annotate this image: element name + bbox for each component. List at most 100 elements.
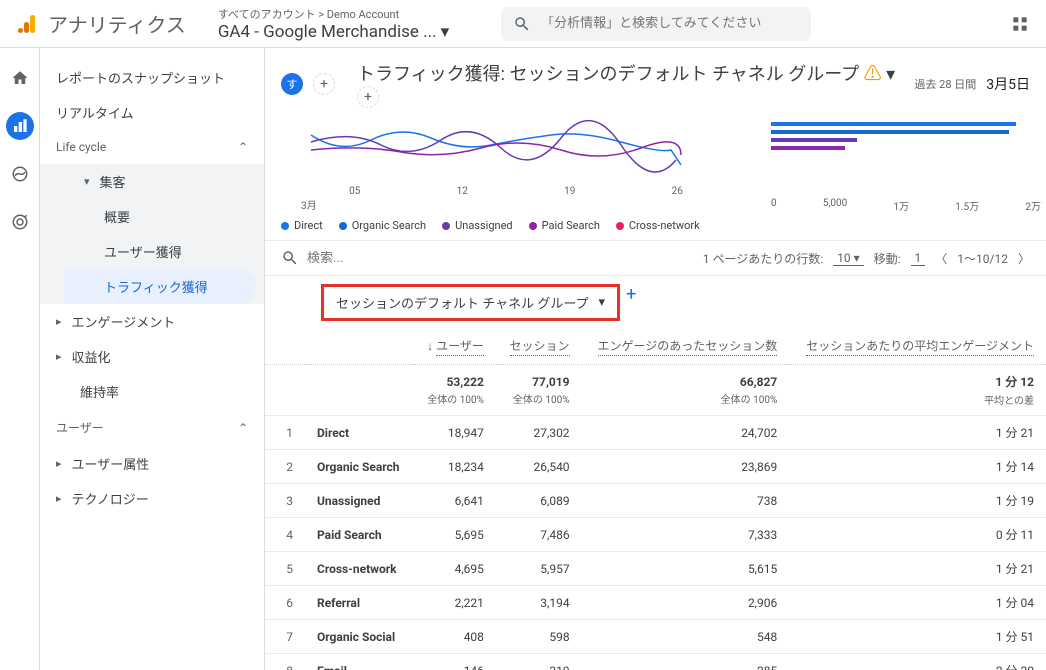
row-index: 3: [265, 484, 305, 518]
nav-home[interactable]: [6, 64, 34, 92]
col-sessions[interactable]: セッション: [496, 329, 582, 365]
chart-x-label: 3月: [281, 197, 741, 212]
row-engaged: 2,906: [582, 586, 790, 620]
global-search-input[interactable]: [541, 16, 799, 31]
chart-x-ticks: 05121926: [281, 184, 731, 197]
sidebar-snapshot[interactable]: レポートのスナップショット: [40, 60, 264, 95]
legend-item[interactable]: Unassigned: [442, 219, 513, 232]
nav-rail: [0, 48, 40, 670]
add-segment-button[interactable]: +: [313, 73, 335, 95]
sidebar-acquisition-group: ▾集客 概要 ユーザー獲得 トラフィック獲得: [40, 164, 264, 304]
legend-label: Organic Search: [352, 219, 426, 232]
sidebar-engagement[interactable]: ▸エンゲージメント: [40, 304, 264, 339]
add-dimension-button[interactable]: +: [626, 284, 636, 305]
row-c4: 1 分 14: [789, 450, 1046, 484]
col-users[interactable]: ↓ユーザー: [414, 329, 496, 365]
sidebar-user-acquisition[interactable]: ユーザー獲得: [64, 234, 264, 269]
sidebar-section-lifecycle[interactable]: Life cycle⌃: [40, 130, 264, 164]
product-logo[interactable]: アナリティクス: [16, 9, 186, 38]
warning-icon[interactable]: ⚠: [864, 64, 882, 85]
chart-area: 05121926 3月 05,0001万1.5万2万 Direct Organic…: [265, 120, 1046, 240]
sidebar-realtime[interactable]: リアルタイム: [40, 95, 264, 130]
add-comparison-button[interactable]: +: [357, 86, 379, 108]
bar-chart-ticks: 05,0001万1.5万2万: [771, 160, 1041, 213]
dropdown-caret-icon: ▾: [441, 22, 450, 42]
row-users: 2,221: [414, 586, 496, 620]
totals-row: 53,222全体の 100% 77,019全体の 100% 66,827全体の …: [265, 365, 1046, 416]
segment-badge[interactable]: す: [281, 73, 303, 95]
legend-item[interactable]: Paid Search: [529, 219, 600, 232]
goto-input[interactable]: 1: [911, 251, 926, 266]
row-engaged: 7,333: [582, 518, 790, 552]
legend-item[interactable]: Direct: [281, 219, 323, 232]
row-index: 1: [265, 416, 305, 450]
table-pager: 1 ページあたりの行数: 10 ▾ 移動: 1 〈 1～10/12 〉: [703, 250, 1030, 267]
row-index: 4: [265, 518, 305, 552]
caret-right-icon: ▸: [56, 457, 62, 470]
row-sessions: 26,540: [496, 450, 582, 484]
prev-page-button[interactable]: 〈: [935, 250, 947, 267]
legend-label: Paid Search: [542, 219, 600, 232]
next-page-button[interactable]: 〉: [1018, 250, 1030, 267]
table-row[interactable]: 3Unassigned6,6416,0897381 分 19: [265, 484, 1046, 518]
chevron-up-icon: ⌃: [238, 421, 248, 435]
dimension-selector[interactable]: セッションのデフォルト チャネル グループ▾: [321, 284, 620, 321]
caret-down-icon: ▾: [84, 175, 90, 188]
row-engaged: 5,615: [582, 552, 790, 586]
row-dimension: Paid Search: [305, 518, 414, 552]
table-search-input[interactable]: [307, 251, 427, 266]
table-search[interactable]: [281, 249, 693, 267]
data-table: ↓ユーザー セッション エンゲージのあったセッション数 セッションあたりの平均エ…: [265, 329, 1046, 670]
legend-dot-icon: [529, 222, 537, 230]
sort-down-icon: ↓: [427, 339, 433, 353]
table-row[interactable]: 6Referral2,2213,1942,9061 分 04: [265, 586, 1046, 620]
row-users: 18,234: [414, 450, 496, 484]
date-range[interactable]: 3月5日: [986, 74, 1030, 94]
sidebar-user-attrs[interactable]: ▸ユーザー属性: [40, 446, 264, 481]
row-index: 5: [265, 552, 305, 586]
sidebar-traffic-acquisition[interactable]: トラフィック獲得: [64, 269, 256, 304]
row-engaged: 24,702: [582, 416, 790, 450]
row-engaged: 548: [582, 620, 790, 654]
row-users: 6,641: [414, 484, 496, 518]
sidebar-monetization[interactable]: ▸収益化: [40, 339, 264, 374]
table-row[interactable]: 7Organic Social4085985481 分 51: [265, 620, 1046, 654]
table-row[interactable]: 2Organic Search18,23426,54023,8691 分 14: [265, 450, 1046, 484]
row-c4: 1 分 04: [789, 586, 1046, 620]
rows-per-page-select[interactable]: 10 ▾: [833, 251, 864, 266]
nav-explore[interactable]: [6, 160, 34, 188]
sidebar-retention[interactable]: 維持率: [40, 374, 264, 409]
legend-dot-icon: [616, 222, 624, 230]
row-engaged: 23,869: [582, 450, 790, 484]
table-row[interactable]: 1Direct18,94727,30224,7021 分 21: [265, 416, 1046, 450]
row-sessions: 319: [496, 654, 582, 670]
search-icon: [513, 15, 531, 33]
row-engaged: 285: [582, 654, 790, 670]
apps-icon[interactable]: [1010, 14, 1030, 34]
col-engaged[interactable]: エンゲージのあったセッション数: [582, 329, 790, 365]
sidebar-overview[interactable]: 概要: [64, 199, 264, 234]
table-row[interactable]: 4Paid Search5,6957,4867,3330 分 11: [265, 518, 1046, 552]
rows-per-page-label: 1 ページあたりの行数:: [703, 250, 823, 267]
legend-label: Unassigned: [455, 219, 513, 232]
account-selector[interactable]: すべてのアカウント > Demo Account GA4 - Google Me…: [218, 6, 449, 42]
legend-dot-icon: [339, 222, 347, 230]
report-title: トラフィック獲得: セッションのデフォルト チャネル グループ ⚠ ▾ +: [357, 60, 896, 108]
row-dimension: Direct: [305, 416, 414, 450]
legend-label: Direct: [294, 219, 323, 232]
col-4[interactable]: セッションあたりの平均エンゲージメント: [789, 329, 1046, 365]
nav-advertising[interactable]: [6, 208, 34, 236]
table-row[interactable]: 5Cross-network4,6955,9575,6151 分 21: [265, 552, 1046, 586]
table-row[interactable]: 8Email1463192852 分 20: [265, 654, 1046, 670]
sidebar-acquisition[interactable]: ▾集客: [64, 164, 264, 199]
nav-reports[interactable]: [6, 112, 34, 140]
sidebar-section-user[interactable]: ユーザー⌃: [40, 409, 264, 446]
caret-right-icon: ▸: [56, 315, 62, 328]
legend-item[interactable]: Cross-network: [616, 219, 700, 232]
row-sessions: 7,486: [496, 518, 582, 552]
legend-dot-icon: [442, 222, 450, 230]
global-search[interactable]: [501, 7, 811, 41]
account-path: すべてのアカウント > Demo Account: [218, 6, 449, 22]
sidebar-technology[interactable]: ▸テクノロジー: [40, 481, 264, 516]
legend-item[interactable]: Organic Search: [339, 219, 426, 232]
